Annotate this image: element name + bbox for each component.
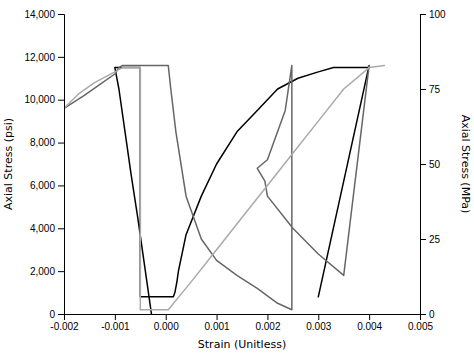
x-axis: -0.002 -0.001 0.000 0.001 0.002 0.003 0.004 0.0…	[50, 314, 433, 332]
lines	[64, 65, 384, 314]
tick-mark	[115, 314, 116, 320]
tick: 6,000	[30, 180, 64, 191]
tick-label: -0.002	[50, 321, 79, 332]
tick-mark	[58, 100, 64, 101]
tick-label: 8,000	[30, 137, 55, 148]
tick-label: 0	[49, 309, 55, 320]
tick-label: 100	[429, 9, 446, 20]
tick-mark	[420, 164, 426, 165]
tick: 25	[420, 234, 441, 245]
plot: -0.002 -0.001 0.000 0.001 0.002 0.003 0.004 0.0…	[2, 9, 472, 351]
tick-mark	[217, 314, 218, 320]
tick-mark	[420, 314, 426, 315]
line	[64, 65, 384, 309]
tick-mark	[58, 314, 64, 315]
tick-label: 0.002	[255, 321, 280, 332]
tick-label: 0.005	[408, 321, 433, 332]
tick-mark	[58, 228, 64, 229]
tick-mark	[58, 57, 64, 58]
tick-label: -0.001	[101, 321, 130, 332]
tick: 0.000	[154, 314, 179, 332]
tick-mark	[58, 143, 64, 144]
x-axis-title: Strain (Unitless)	[198, 338, 286, 351]
tick: 8,000	[30, 137, 64, 148]
axis-domain	[65, 315, 421, 321]
line	[64, 65, 369, 309]
tick: -0.001	[101, 314, 130, 332]
tick-label: 75	[429, 84, 441, 95]
tick-mark	[58, 14, 64, 15]
tick-label: 12,000	[24, 52, 55, 63]
tick: 0	[49, 309, 64, 320]
tick-mark	[369, 314, 370, 320]
tick: 0.002	[255, 314, 280, 332]
tick: 50	[420, 159, 441, 170]
tick-mark	[58, 271, 64, 272]
y2-axis-title: Axial Stress (MPa)	[459, 115, 472, 214]
y-axis-title: Axial Stress (psi)	[2, 118, 15, 210]
tick-label: 6,000	[30, 180, 55, 191]
tick: 0.004	[357, 314, 382, 332]
tick-label: 4,000	[30, 223, 55, 234]
chart: -0.002 -0.001 0.000 0.001 0.002 0.003 0.004 0.0…	[0, 0, 474, 356]
tick-label: 0	[429, 309, 435, 320]
tick-label: 14,000	[24, 9, 55, 20]
tick-label: 2,000	[30, 266, 55, 277]
tick: 4,000	[30, 223, 64, 234]
tick-mark	[420, 89, 426, 90]
tick-mark	[420, 239, 426, 240]
tick-mark	[267, 314, 268, 320]
tick-label: 0.001	[205, 321, 230, 332]
y-axis: 0 2,000 4,000 6,000 8,000 10,000 12,000 14,000	[24, 9, 64, 320]
tick-label: 10,000	[24, 94, 55, 105]
tick-mark	[166, 314, 167, 320]
tick: 0.003	[306, 314, 331, 332]
tick: 2,000	[30, 266, 64, 277]
tick-label: 50	[429, 159, 441, 170]
axis-domain	[58, 15, 65, 315]
tick: 75	[420, 84, 441, 95]
tick-label: 0.004	[357, 321, 382, 332]
tick-mark	[420, 14, 426, 15]
tick-mark	[58, 185, 64, 186]
tick: 12,000	[24, 52, 64, 63]
tick: 100	[420, 9, 446, 20]
axis-domain	[421, 15, 427, 315]
tick-label: 0.003	[306, 321, 331, 332]
tick: 10,000	[24, 94, 64, 105]
tick-label: 0.000	[154, 321, 179, 332]
y2-axis: 0 25 50 75 100	[420, 9, 446, 320]
tick-label: 25	[429, 234, 441, 245]
tick: 0.001	[205, 314, 230, 332]
line	[115, 65, 369, 314]
tick: 14,000	[24, 9, 64, 20]
tick-mark	[318, 314, 319, 320]
tick: 0	[420, 309, 435, 320]
